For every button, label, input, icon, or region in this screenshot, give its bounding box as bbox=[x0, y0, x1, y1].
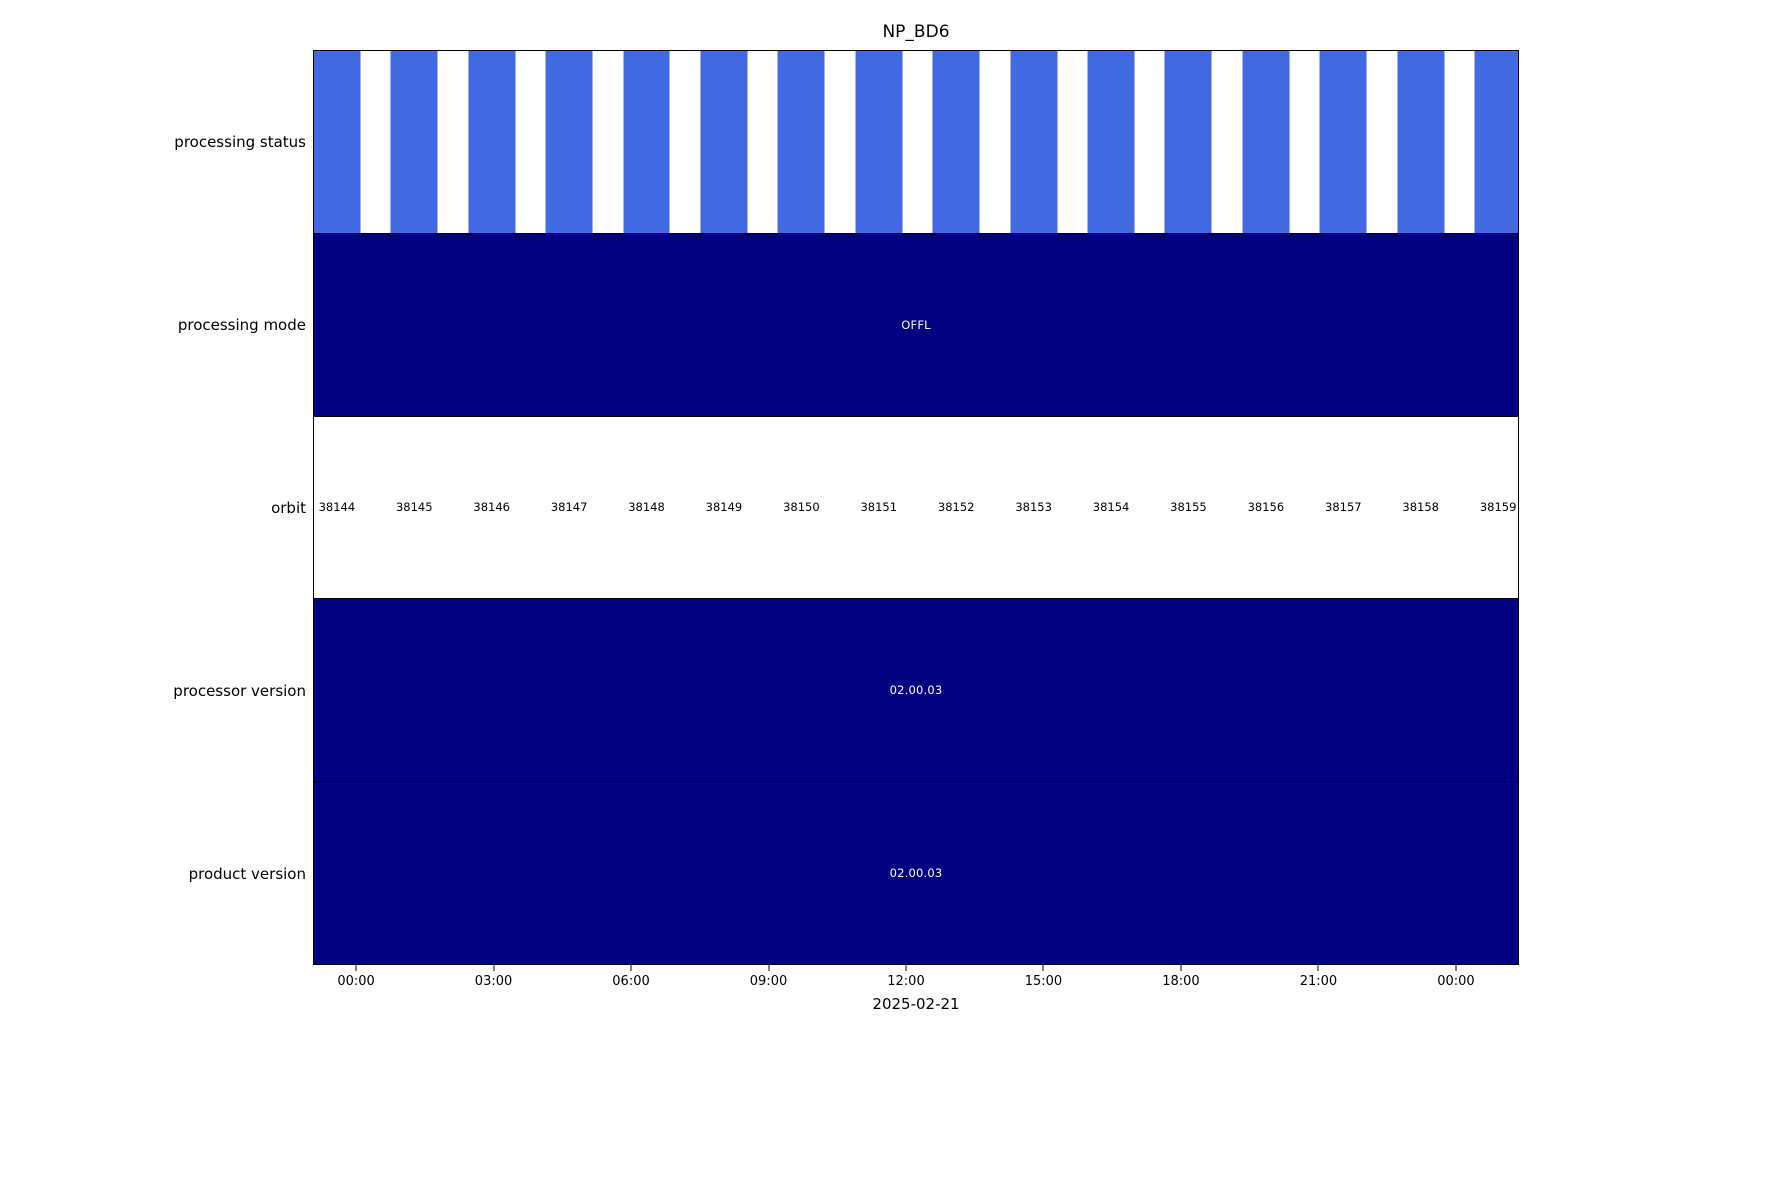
x-tick-label: 15:00 bbox=[1024, 974, 1063, 989]
status-bar bbox=[623, 51, 671, 233]
x-tick-mark bbox=[905, 965, 907, 971]
status-bar bbox=[777, 51, 825, 233]
status-bar bbox=[468, 51, 516, 233]
status-bar bbox=[1164, 51, 1212, 233]
plot-area: OFFL 38144 38145 38146 38147 38148 38149 38150… bbox=[313, 50, 1519, 965]
x-tick-mark bbox=[1042, 965, 1044, 971]
orbit-number: 38145 bbox=[395, 500, 433, 515]
status-bar bbox=[1010, 51, 1058, 233]
x-tick-label: 00:00 bbox=[1437, 974, 1475, 989]
x-tick-label: 03:00 bbox=[474, 974, 513, 989]
x-tick-label: 00:00 bbox=[337, 974, 375, 989]
x-tick-label: 06:00 bbox=[612, 974, 650, 989]
x-tick-label: 21:00 bbox=[1299, 974, 1338, 989]
x-tick-mark bbox=[1180, 965, 1182, 971]
chart-title: NP_BD6 bbox=[882, 22, 950, 42]
product-version-value: 02.00.03 bbox=[889, 866, 943, 881]
processor-version-band: 02.00.03 bbox=[314, 599, 1518, 783]
status-bar bbox=[1474, 51, 1518, 233]
x-tick-mark bbox=[1455, 965, 1457, 971]
orbit-number: 38157 bbox=[1325, 500, 1362, 515]
orbit-number: 38148 bbox=[628, 500, 665, 515]
x-tick-mark bbox=[630, 965, 632, 971]
orbit-number: 38150 bbox=[783, 500, 820, 515]
x-axis: 00:00 03:00 06:00 09:00 12:00 15:00 18:00 21:00… bbox=[313, 965, 1519, 1010]
x-axis-date-label: 2025-02-21 bbox=[872, 995, 960, 1013]
status-bar bbox=[932, 51, 980, 233]
orbit-band: 38144 38145 38146 38147 38148 38149 38150 38151… bbox=[314, 416, 1518, 600]
processing-mode-value: OFFL bbox=[901, 317, 931, 332]
orbit-number: 38147 bbox=[550, 500, 588, 515]
row-label-processing-status: processing status bbox=[174, 133, 306, 151]
orbit-number: 38149 bbox=[705, 500, 743, 515]
x-tick-label: 12:00 bbox=[887, 974, 925, 989]
row-label-product-version: product version bbox=[188, 865, 306, 883]
orbit-number: 38151 bbox=[860, 500, 898, 515]
x-tick-mark bbox=[768, 965, 769, 971]
orbit-number: 38144 bbox=[318, 500, 356, 515]
row-label-processing-mode: processing mode bbox=[177, 316, 306, 334]
row-label-orbit: orbit bbox=[271, 499, 306, 517]
status-bar bbox=[1319, 51, 1367, 233]
status-bar bbox=[1242, 51, 1290, 233]
orbit-number: 38156 bbox=[1247, 500, 1285, 515]
x-tick-label: 09:00 bbox=[749, 974, 788, 989]
x-tick-mark bbox=[1317, 965, 1319, 971]
row-label-processor-version: processor version bbox=[173, 682, 306, 700]
processor-version-value: 02.00.03 bbox=[889, 683, 943, 698]
status-bar bbox=[314, 51, 361, 233]
x-tick-mark bbox=[355, 965, 357, 971]
orbit-number: 38155 bbox=[1170, 500, 1207, 515]
orbit-number: 38158 bbox=[1402, 500, 1439, 515]
status-bar bbox=[700, 51, 748, 233]
orbit-number: 38146 bbox=[473, 500, 510, 515]
x-tick-mark bbox=[493, 965, 495, 971]
status-bar bbox=[390, 51, 438, 233]
orbit-number: 38159 bbox=[1479, 500, 1517, 515]
orbit-number: 38152 bbox=[937, 500, 975, 515]
status-bar bbox=[855, 51, 903, 233]
processing-status-band bbox=[314, 51, 1518, 234]
status-bar bbox=[1397, 51, 1445, 233]
orbit-number: 38153 bbox=[1015, 500, 1052, 515]
product-version-band: 02.00.03 bbox=[314, 782, 1518, 964]
status-bar bbox=[545, 51, 593, 233]
orbit-number: 38154 bbox=[1092, 500, 1130, 515]
x-tick-label: 18:00 bbox=[1162, 974, 1200, 989]
status-bar bbox=[1087, 51, 1135, 233]
processing-mode-band: OFFL bbox=[314, 233, 1518, 417]
